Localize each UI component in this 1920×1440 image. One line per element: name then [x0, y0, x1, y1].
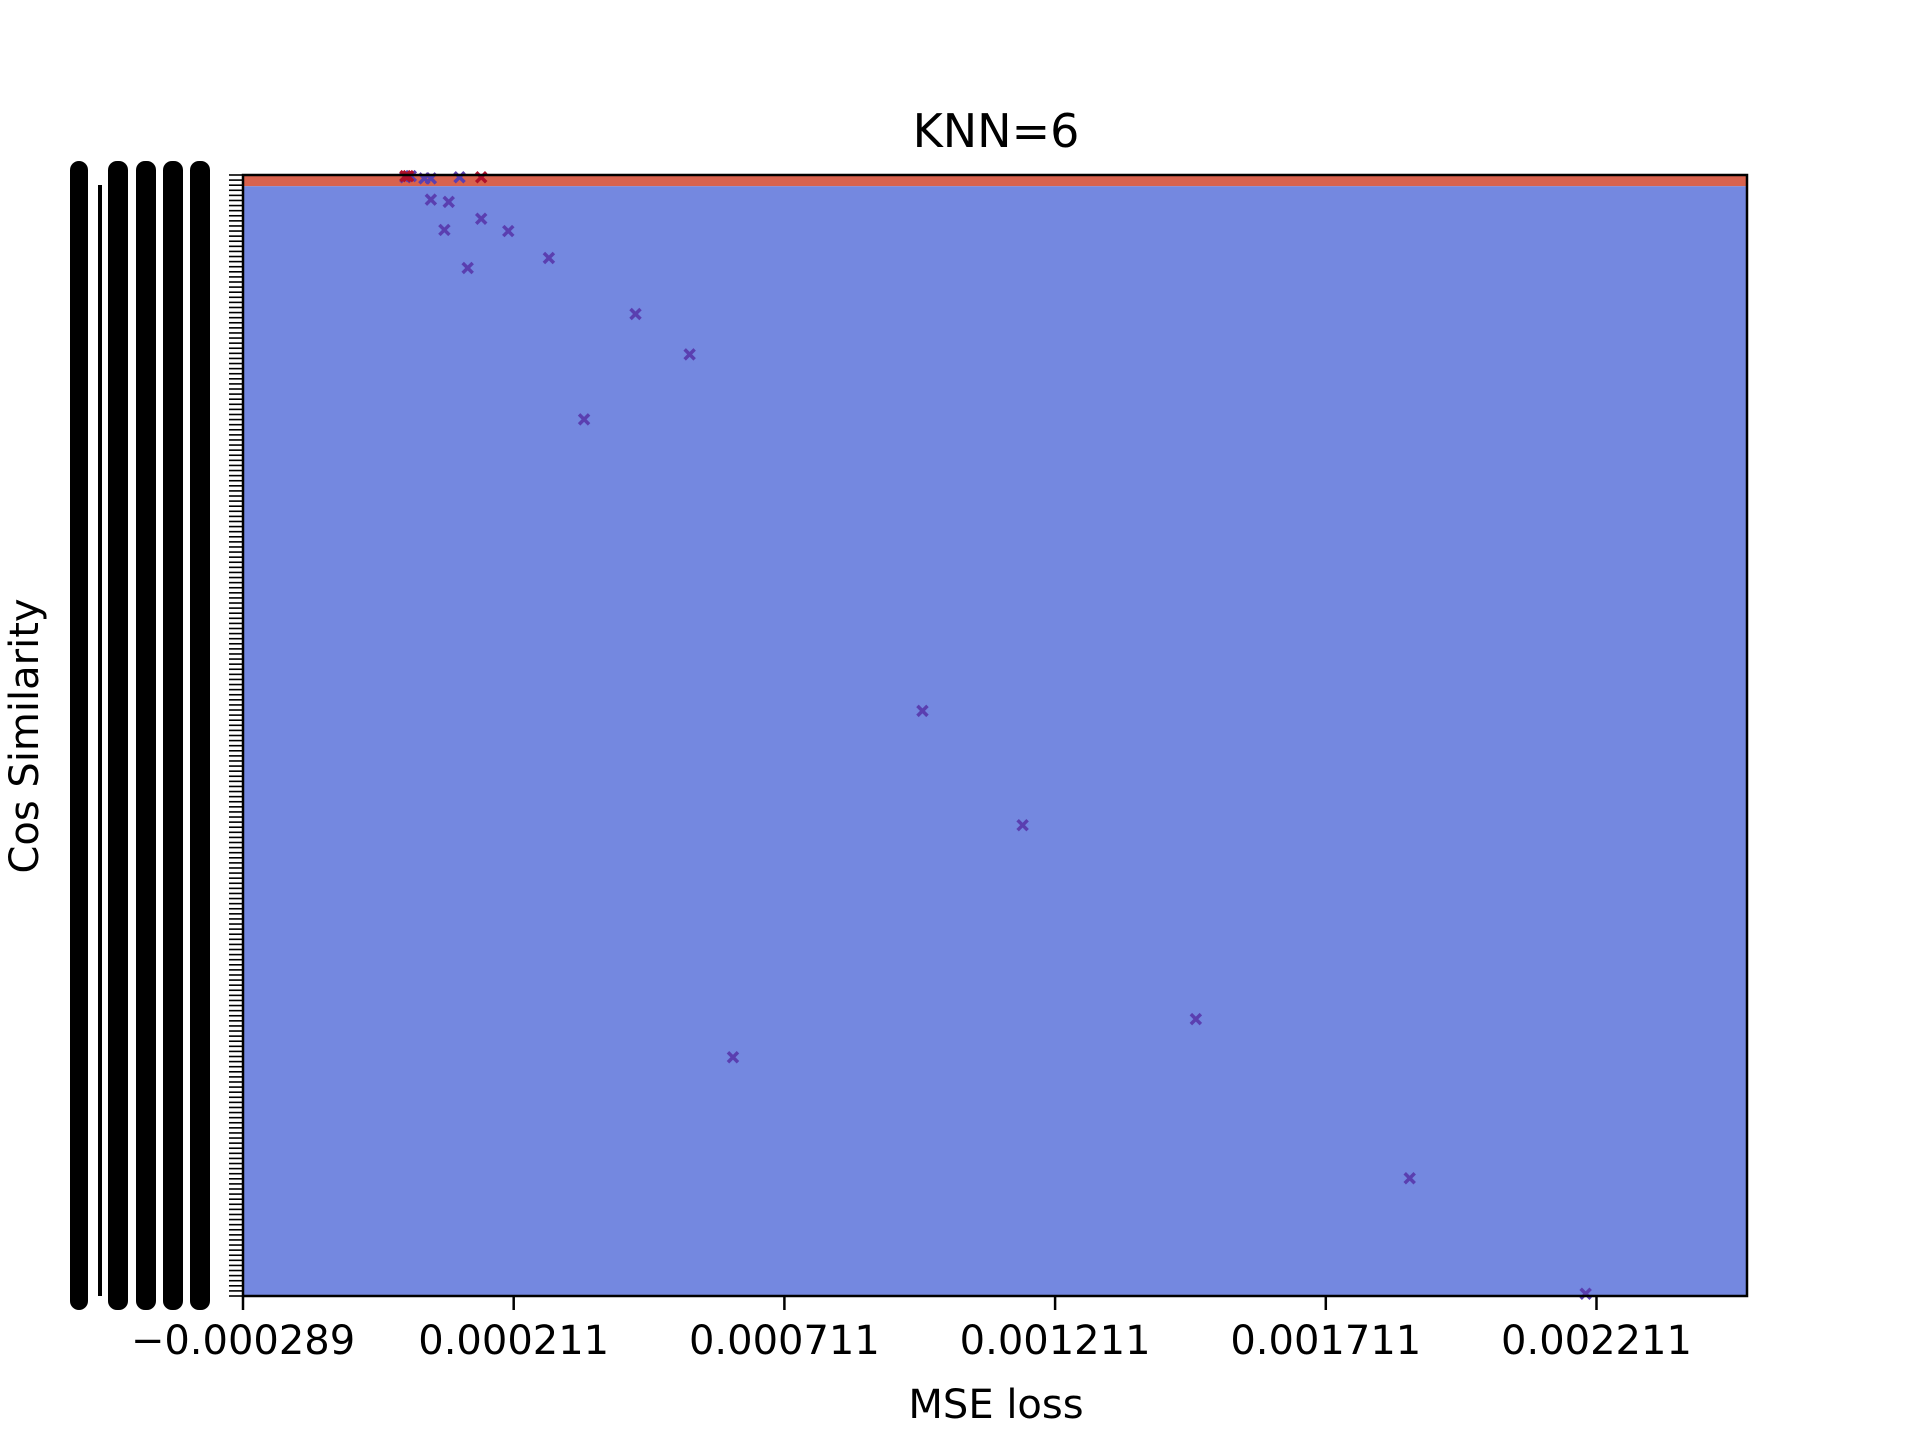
scatter-point: [502, 224, 515, 238]
scatter-point: [542, 251, 556, 265]
y-axis-overlapping-labels: [70, 161, 210, 1310]
point-stroke: [438, 223, 451, 237]
y-label-blob: [163, 161, 183, 1310]
scatter-point: [438, 223, 451, 237]
point-stroke: [1016, 818, 1029, 832]
x-tick-label: 0.000711: [689, 1318, 880, 1364]
scatter-point: [726, 1050, 740, 1064]
x-tick-label: 0.002211: [1501, 1318, 1692, 1364]
point-stroke: [916, 704, 929, 718]
scatter-point: [424, 193, 438, 206]
scatter-point: [442, 195, 455, 209]
decision-regions: [243, 175, 1747, 1297]
scatter-point: [683, 348, 696, 361]
x-tick-label: 0.001211: [960, 1318, 1151, 1364]
y-label-blob: [70, 161, 88, 1310]
point-stroke: [424, 193, 438, 206]
scatter-point: [1189, 1012, 1203, 1026]
y-label-blob: [190, 161, 210, 1310]
x-axis-label: MSE loss: [908, 1382, 1083, 1428]
point-stroke: [577, 413, 591, 426]
scatter-point: [474, 212, 488, 225]
scatter-point: [577, 413, 591, 426]
point-stroke: [683, 348, 696, 361]
point-stroke: [461, 261, 474, 275]
point-stroke: [1189, 1012, 1203, 1026]
y-axis-ticks: [229, 174, 243, 1297]
y-axis-label: Cos Similarity: [2, 598, 48, 873]
y-label-blob: [136, 161, 156, 1310]
scatter-point: [916, 704, 929, 718]
scatter-point: [461, 261, 474, 275]
point-stroke: [629, 307, 642, 321]
y-label-blob: [98, 185, 102, 1296]
x-tick-label: 0.001711: [1230, 1318, 1421, 1364]
x-tick-label: −0.000289: [131, 1318, 355, 1364]
x-tick-label: 0.000211: [418, 1318, 609, 1364]
point-stroke: [1403, 1172, 1416, 1185]
scatter-point: [1403, 1172, 1416, 1185]
point-stroke: [474, 212, 488, 225]
point-stroke: [442, 195, 455, 209]
y-label-blob: [108, 161, 128, 1310]
scatter-point: [629, 307, 642, 321]
region-red: [243, 175, 1747, 187]
chart-title: KNN=6: [913, 104, 1080, 158]
point-stroke: [502, 224, 515, 238]
point-stroke: [542, 251, 556, 265]
scatter-point: [1016, 818, 1029, 832]
x-axis-ticks: −0.000289 0.000211 0.000711 0.001211 0.00171…: [131, 1296, 1692, 1364]
point-stroke: [726, 1050, 740, 1064]
region-blue: [243, 186, 1747, 1297]
plot-frame: [241, 173, 1749, 1298]
